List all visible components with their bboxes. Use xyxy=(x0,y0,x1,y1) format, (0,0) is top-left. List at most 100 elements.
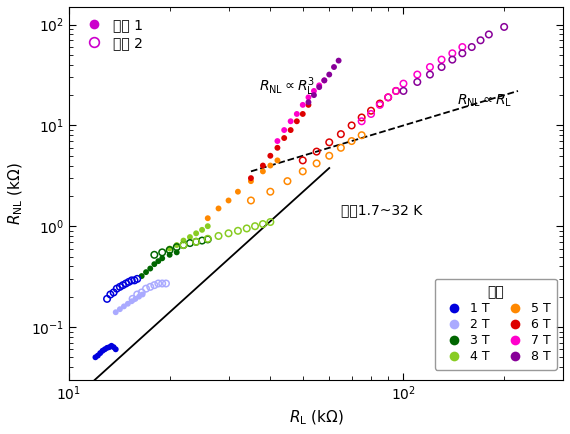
Point xyxy=(320,77,329,84)
Point xyxy=(315,82,324,89)
Point xyxy=(304,94,313,101)
Point xyxy=(146,265,155,272)
Point xyxy=(375,100,384,107)
Point xyxy=(246,197,255,204)
Point xyxy=(91,354,100,361)
Point xyxy=(135,293,144,300)
Point xyxy=(203,215,212,222)
Point xyxy=(246,178,255,184)
Point xyxy=(458,50,467,57)
Point xyxy=(103,296,112,302)
Point xyxy=(105,344,114,351)
Point xyxy=(413,71,422,78)
Point xyxy=(325,139,334,146)
Point xyxy=(112,285,121,292)
Point xyxy=(437,56,446,63)
Point xyxy=(250,223,259,230)
Point xyxy=(437,63,446,70)
Point xyxy=(347,122,356,129)
Point xyxy=(448,50,457,57)
Point xyxy=(192,238,201,245)
Point xyxy=(392,88,401,95)
Point xyxy=(298,111,307,118)
Point xyxy=(224,230,233,237)
Point xyxy=(413,79,422,85)
Point xyxy=(192,238,201,245)
Point xyxy=(384,94,393,101)
Point xyxy=(392,88,401,95)
Point xyxy=(203,223,212,230)
Point xyxy=(499,23,508,30)
Point xyxy=(138,291,147,298)
Point xyxy=(357,118,366,125)
Point xyxy=(161,280,170,287)
Point xyxy=(109,289,118,296)
Point xyxy=(141,269,150,276)
Point xyxy=(425,63,434,70)
Point xyxy=(399,80,408,87)
Point xyxy=(367,107,376,114)
Point xyxy=(128,296,137,302)
Point xyxy=(375,102,384,108)
Point xyxy=(484,31,494,38)
Point xyxy=(96,350,105,357)
Point xyxy=(325,152,334,159)
Point xyxy=(286,127,295,134)
Point xyxy=(158,280,167,287)
Point xyxy=(197,227,206,233)
Legend: 1 T, 2 T, 3 T, 4 T, 5 T, 6 T, 7 T, 8 T: 1 T, 2 T, 3 T, 4 T, 5 T, 6 T, 7 T, 8 T xyxy=(435,279,557,370)
Point xyxy=(292,111,302,118)
Point xyxy=(298,102,307,108)
Point xyxy=(197,237,206,244)
Point xyxy=(273,157,282,164)
Point xyxy=(179,242,188,249)
Point xyxy=(258,162,267,169)
Point xyxy=(320,77,329,84)
Point xyxy=(448,56,457,63)
Point xyxy=(150,251,159,258)
Point xyxy=(467,43,477,50)
Point xyxy=(310,92,319,99)
Point xyxy=(158,255,167,262)
Y-axis label: $R_{\mathrm{NL}}$ (k$\Omega$): $R_{\mathrm{NL}}$ (k$\Omega$) xyxy=(7,162,25,225)
Point xyxy=(165,245,174,252)
Point xyxy=(192,230,201,237)
Point xyxy=(185,240,194,247)
Point xyxy=(185,233,194,240)
Point xyxy=(367,111,376,118)
Point xyxy=(100,346,109,353)
Point xyxy=(121,280,131,287)
Point xyxy=(154,258,163,265)
Point xyxy=(103,345,112,352)
Point xyxy=(115,283,124,290)
Point xyxy=(124,279,133,286)
Point xyxy=(233,227,242,234)
Point xyxy=(315,84,324,91)
Point xyxy=(273,145,282,151)
Point xyxy=(133,276,142,283)
Point xyxy=(266,162,275,169)
Point xyxy=(137,289,146,296)
Point xyxy=(106,291,115,298)
Point xyxy=(93,352,103,359)
Point xyxy=(150,261,159,268)
Point xyxy=(280,127,289,134)
Point xyxy=(130,277,139,284)
Point xyxy=(172,249,181,256)
Point xyxy=(119,303,128,310)
Point xyxy=(298,168,307,175)
Point xyxy=(127,277,136,284)
Point xyxy=(158,249,167,256)
Point xyxy=(111,346,120,353)
Text: $R_{\mathrm{NL}} \propto R_{\mathrm{L}}$: $R_{\mathrm{NL}} \propto R_{\mathrm{L}}$ xyxy=(458,93,512,109)
Point xyxy=(266,152,275,159)
Point xyxy=(165,247,174,253)
Point xyxy=(304,102,313,108)
Point xyxy=(203,235,212,242)
Text: $R_{\mathrm{NL}} \propto R_{\mathrm{L}}^3$: $R_{\mathrm{NL}} \propto R_{\mathrm{L}}^… xyxy=(259,76,315,98)
Point xyxy=(246,174,255,181)
X-axis label: $R_{\mathrm{L}}$ (k$\Omega$): $R_{\mathrm{L}}$ (k$\Omega$) xyxy=(288,409,344,427)
Point xyxy=(292,118,302,125)
Point xyxy=(458,43,467,50)
Point xyxy=(119,282,128,289)
